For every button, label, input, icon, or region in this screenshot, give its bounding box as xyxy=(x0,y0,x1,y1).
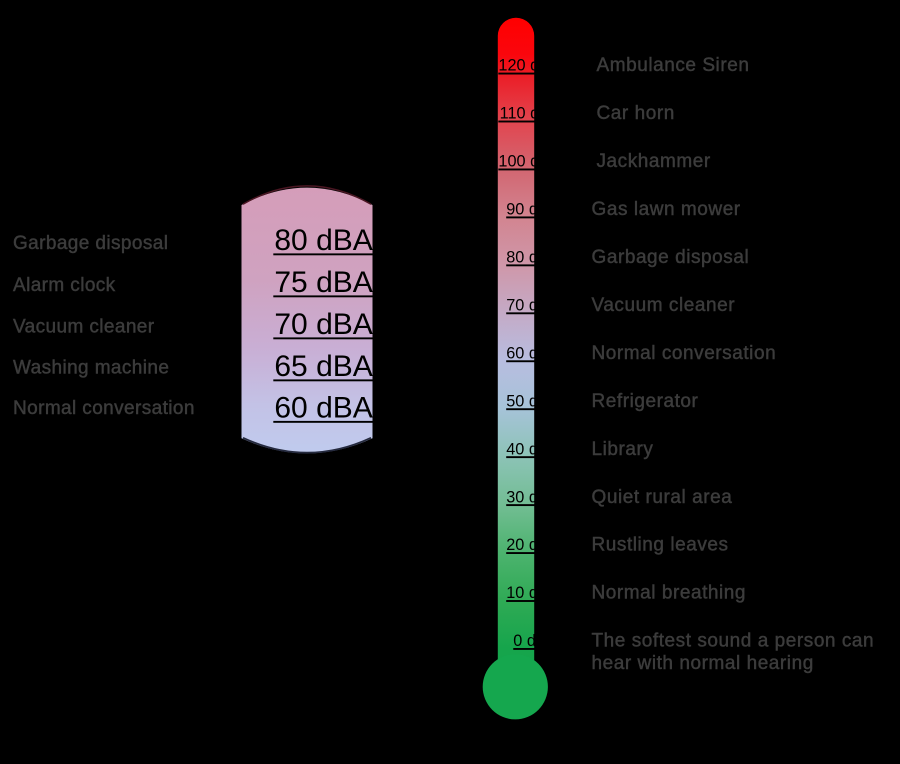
svg-text:Gas lawn mower: Gas lawn mower xyxy=(592,199,741,220)
svg-text:120 dB: 120 dB xyxy=(498,57,550,75)
svg-text:80 dB: 80 dB xyxy=(506,249,549,267)
svg-text:80 dBA: 80 dBA xyxy=(274,224,372,257)
svg-text:65 dBA: 65 dBA xyxy=(274,350,372,383)
svg-text:100 dB: 100 dB xyxy=(498,153,550,171)
svg-text:70 dB: 70 dB xyxy=(506,296,549,314)
svg-text:Jackhammer: Jackhammer xyxy=(597,151,711,172)
svg-text:0 dB: 0 dB xyxy=(513,632,547,650)
svg-text:Normal breathing: Normal breathing xyxy=(592,583,747,604)
svg-text:Library: Library xyxy=(592,439,654,460)
svg-text:hear with normal hearing: hear with normal hearing xyxy=(592,653,814,674)
svg-text:Alarm clock: Alarm clock xyxy=(13,275,116,296)
svg-text:60 dBA: 60 dBA xyxy=(274,392,372,425)
svg-text:Normal conversation: Normal conversation xyxy=(592,343,777,364)
svg-text:Ambulance Siren: Ambulance Siren xyxy=(597,55,750,76)
svg-text:10 dB: 10 dB xyxy=(506,584,549,602)
svg-text:Rustling leaves: Rustling leaves xyxy=(592,535,729,556)
svg-text:Normal conversation: Normal conversation xyxy=(13,398,195,419)
svg-text:20 dB: 20 dB xyxy=(506,536,549,554)
svg-text:Garbage disposal: Garbage disposal xyxy=(592,247,750,268)
svg-text:40 dB: 40 dB xyxy=(506,440,549,458)
svg-text:Refrigerator: Refrigerator xyxy=(592,391,699,412)
svg-text:Quiet rural area: Quiet rural area xyxy=(592,487,733,508)
svg-text:70 dBA: 70 dBA xyxy=(274,308,372,341)
svg-text:Vacuum cleaner: Vacuum cleaner xyxy=(13,317,155,338)
svg-text:75 dBA: 75 dBA xyxy=(274,266,372,299)
svg-text:Vacuum cleaner: Vacuum cleaner xyxy=(592,295,736,316)
svg-text:Car horn: Car horn xyxy=(597,103,675,124)
svg-text:110 dB: 110 dB xyxy=(500,105,550,123)
svg-text:Washing machine: Washing machine xyxy=(13,358,169,379)
svg-text:60 dB: 60 dB xyxy=(506,344,549,362)
svg-text:The softest sound a person can: The softest sound a person can xyxy=(592,630,875,651)
svg-text:90 dB: 90 dB xyxy=(506,201,549,219)
svg-text:Garbage disposal: Garbage disposal xyxy=(13,233,168,254)
svg-text:50 dB: 50 dB xyxy=(506,392,549,410)
svg-text:30 dB: 30 dB xyxy=(506,488,549,506)
